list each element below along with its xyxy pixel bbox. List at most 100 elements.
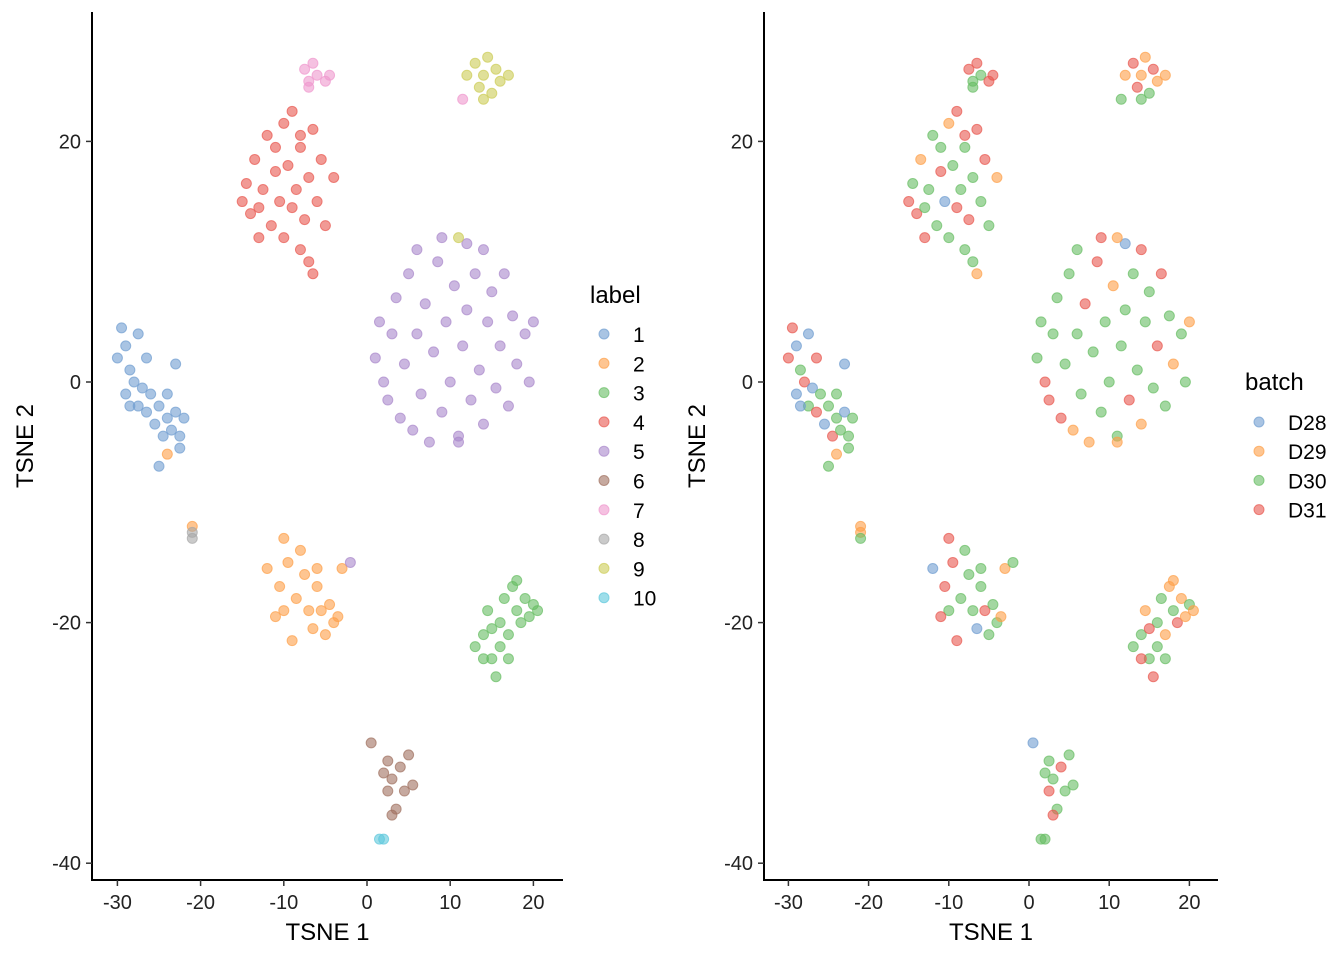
data-point <box>324 69 336 81</box>
legend-label: 7 <box>633 500 645 523</box>
data-point <box>278 117 290 129</box>
data-point <box>494 340 506 352</box>
data-point <box>428 346 440 358</box>
data-point <box>1079 298 1091 310</box>
data-point <box>823 400 834 412</box>
y-tick-label: 20 <box>59 131 81 153</box>
legend-item: D30 <box>1253 470 1327 493</box>
data-point <box>153 460 165 472</box>
data-point <box>482 605 494 617</box>
data-point <box>161 448 173 460</box>
data-point <box>794 364 806 376</box>
data-point <box>473 364 485 376</box>
data-point <box>265 220 277 232</box>
data-point <box>987 599 999 611</box>
data-point <box>294 244 306 256</box>
data-point <box>1039 376 1051 388</box>
data-point <box>378 767 390 779</box>
legend-item: 7 <box>598 500 645 523</box>
data-point <box>947 159 959 171</box>
y-tick-label: -20 <box>724 613 753 635</box>
data-point <box>1067 779 1079 791</box>
data-point <box>951 635 963 647</box>
data-point <box>971 123 983 135</box>
data-point <box>124 364 136 376</box>
data-point <box>165 424 177 436</box>
data-point <box>311 581 323 593</box>
data-point <box>903 196 915 208</box>
data-point <box>315 605 327 617</box>
data-point <box>477 93 489 105</box>
legend-label: 6 <box>633 471 645 494</box>
data-point <box>1051 292 1063 304</box>
data-point <box>983 629 995 641</box>
data-point <box>790 340 802 352</box>
data-point <box>831 388 843 400</box>
legend-label: 10 <box>633 588 656 611</box>
points-layer <box>782 51 1199 845</box>
legend-key <box>1253 445 1265 457</box>
data-point <box>382 394 394 406</box>
data-point <box>407 424 419 436</box>
data-point <box>1039 767 1051 779</box>
data-point <box>999 562 1011 574</box>
data-point <box>286 105 298 117</box>
data-point <box>170 358 182 370</box>
data-point <box>111 352 123 364</box>
legend-item: 4 <box>598 412 645 435</box>
data-point <box>282 159 294 171</box>
data-point <box>1083 436 1095 448</box>
data-point <box>1071 328 1083 340</box>
data-point <box>839 358 851 370</box>
data-point <box>967 171 979 183</box>
data-point <box>149 418 161 430</box>
data-point <box>469 57 481 69</box>
data-point <box>1119 238 1131 250</box>
data-point <box>240 178 252 190</box>
data-point <box>128 376 140 388</box>
data-point <box>1111 232 1123 244</box>
data-point <box>278 605 290 617</box>
data-point <box>386 773 398 785</box>
data-point <box>307 623 319 635</box>
data-point <box>378 833 390 845</box>
legend-item: D31 <box>1253 500 1327 523</box>
data-point <box>490 63 502 75</box>
data-point <box>959 544 971 556</box>
data-point <box>378 376 390 388</box>
data-point <box>975 69 987 81</box>
legend-label: D28 <box>1288 412 1327 435</box>
data-point <box>806 382 818 394</box>
data-point <box>923 184 935 196</box>
data-point <box>303 605 315 617</box>
data-point <box>1151 75 1163 87</box>
data-point <box>141 352 153 364</box>
data-point <box>1071 244 1083 256</box>
data-point <box>132 328 144 340</box>
data-point <box>919 232 931 244</box>
data-point <box>1119 69 1131 81</box>
data-point <box>1179 611 1191 623</box>
data-point <box>1103 376 1115 388</box>
legend-label: 1 <box>633 324 645 347</box>
data-point <box>519 328 531 340</box>
x-tick-label: 0 <box>1023 892 1034 914</box>
data-point <box>1139 316 1151 328</box>
data-point <box>1063 749 1075 761</box>
data-point <box>1087 346 1099 358</box>
data-point <box>1139 51 1151 63</box>
legend-key <box>598 357 610 369</box>
data-point <box>436 406 448 418</box>
data-point <box>1187 605 1199 617</box>
data-point <box>1123 394 1135 406</box>
data-point <box>1179 376 1191 388</box>
data-point <box>515 617 527 629</box>
data-point <box>1159 653 1171 665</box>
data-point <box>1175 593 1187 605</box>
legend-item: 10 <box>598 588 656 611</box>
data-point <box>124 400 136 412</box>
x-tick-label: -30 <box>774 892 803 914</box>
data-point <box>286 635 298 647</box>
data-point <box>486 623 498 635</box>
